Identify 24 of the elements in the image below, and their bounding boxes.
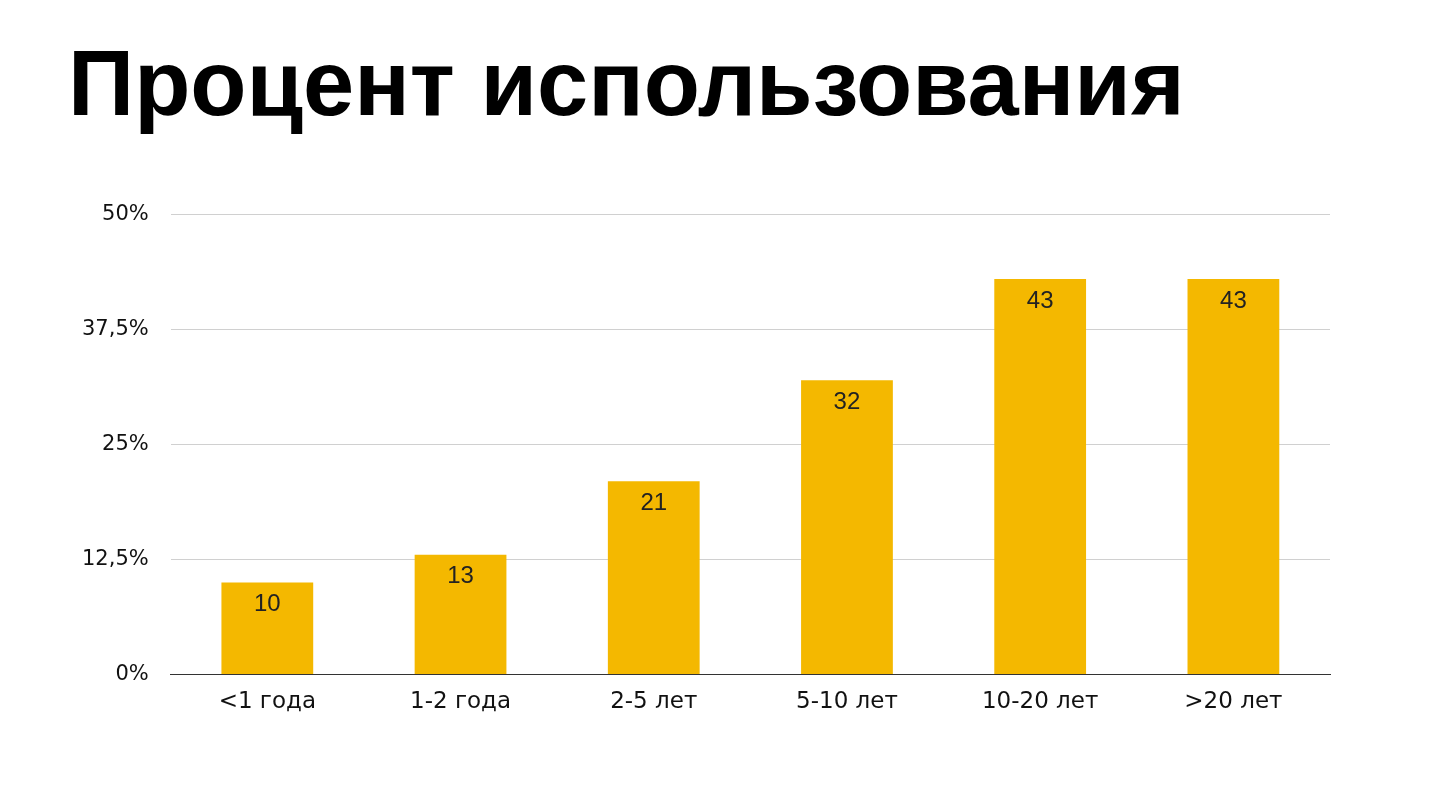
x-tick-label: 1-2 года (410, 687, 512, 714)
data-label: 10 (253, 589, 281, 617)
x-tick-label: 2-5 лет (610, 687, 698, 714)
data-label: 13 (447, 561, 474, 589)
y-tick-label: 37,5% (81, 316, 149, 340)
data-label: 32 (833, 386, 861, 414)
bar (221, 582, 314, 674)
y-tick-label: 0% (115, 660, 149, 685)
y-tick-label: 12,5% (81, 545, 149, 570)
chart-title: Процент использования (68, 31, 1185, 136)
bar (1187, 278, 1280, 674)
bar (801, 380, 893, 674)
x-tick-label: 5-10 лет (796, 687, 898, 714)
data-label: 43 (1220, 285, 1247, 313)
data-label: 43 (1026, 285, 1054, 313)
x-tick-label: <1 года (218, 687, 317, 714)
y-tick-label: 25% (102, 430, 149, 455)
y-tick-label: 50% (102, 201, 149, 226)
data-label: 21 (640, 487, 668, 515)
x-tick-label: >20 лет (1184, 687, 1283, 714)
x-tick-label: 10-20 лет (981, 687, 1099, 714)
bar (994, 278, 1087, 674)
bar (607, 481, 700, 674)
bar (414, 554, 507, 674)
